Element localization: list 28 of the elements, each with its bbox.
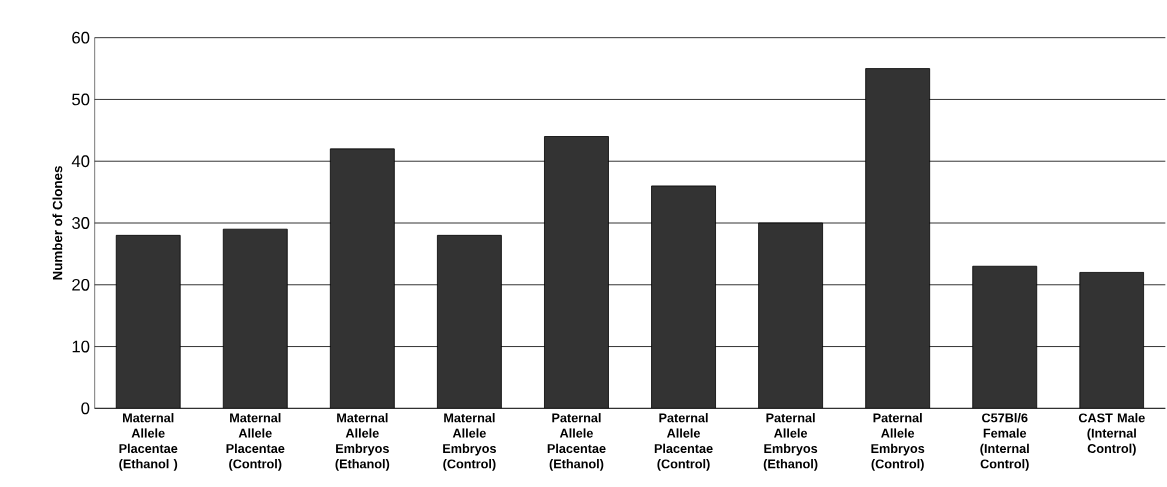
- x-tick-label: Paternal Allele Embryos (Ethanol): [763, 413, 818, 471]
- x-tick-label: Maternal Allele Embryos (Ethanol): [335, 413, 390, 471]
- x-tick-label: Maternal Allele Placentae (Control): [226, 413, 285, 471]
- y-tick-label: 40: [71, 155, 90, 168]
- bar: [544, 136, 609, 409]
- bar: [1079, 272, 1145, 409]
- bar: [972, 265, 1038, 409]
- y-tick-label: 60: [72, 31, 90, 44]
- x-tick-label: Paternal Allele Embryos (Control): [871, 413, 925, 471]
- y-axis-title: Number of Clones: [52, 166, 63, 280]
- y-tick-label: 30: [72, 217, 90, 229]
- bar: [865, 68, 931, 409]
- bar: [329, 148, 395, 409]
- x-tick-label: Maternal Allele Placentae (Ethanol ): [119, 413, 178, 471]
- y-tick-label: 0: [81, 402, 90, 415]
- bar: [758, 222, 823, 409]
- x-tick-label: Paternal Allele Placentae (Ethanol): [547, 413, 606, 471]
- x-tick-label: Maternal Allele Embryos (Control): [443, 413, 496, 471]
- bar: [222, 228, 288, 409]
- x-tick-label: CAST Male (Internal Control): [1078, 413, 1145, 456]
- bar: [651, 185, 716, 409]
- x-tick-label: Paternal Allele Placentae (Control): [654, 413, 713, 471]
- x-tick-label: C57Bl/6 Female (Internal Control): [980, 413, 1029, 471]
- y-tick-label: 20: [72, 278, 90, 291]
- bar: [437, 234, 502, 409]
- y-tick-label: 50: [72, 93, 90, 106]
- bar: [115, 234, 181, 409]
- y-tick-label: 10: [72, 340, 90, 353]
